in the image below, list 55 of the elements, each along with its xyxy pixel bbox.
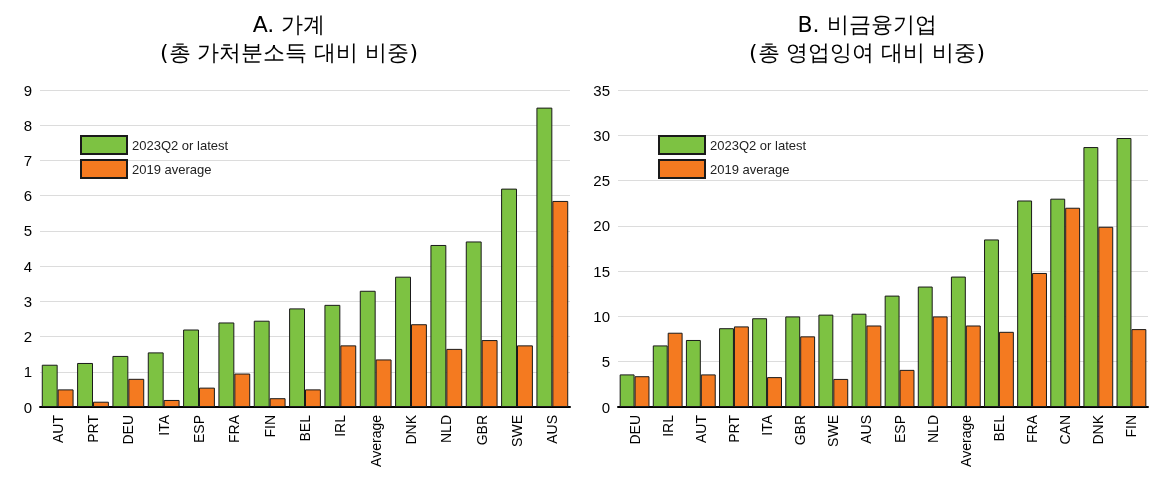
x-tick-label: AUT [692, 414, 709, 443]
y-tick-label: 2 [23, 328, 32, 346]
x-tick-label: DNK [403, 414, 419, 445]
y-tick-label: 6 [23, 187, 32, 205]
x-tick-label: AUS [544, 415, 561, 444]
y-tick-label: 0 [601, 398, 610, 416]
legend-label: 2019 average [132, 161, 212, 177]
x-tick-label: ITA [759, 414, 776, 436]
x-tick-label: AUS [858, 415, 875, 444]
x-tick-label: PRT [725, 414, 742, 443]
x-tick-label: SWE [825, 415, 842, 447]
x-tick-label: IRL [659, 414, 676, 437]
x-tick-label: PRT [85, 414, 101, 443]
x-tick-label: NLD [438, 415, 455, 444]
x-tick-label: SWE [509, 415, 525, 447]
x-tick-label: FIN [261, 415, 278, 438]
y-tick-label: 8 [23, 116, 32, 134]
x-tick-label: ESP [891, 415, 908, 444]
y-tick-label: 10 [593, 307, 610, 325]
x-tick-label: ESP [191, 415, 207, 444]
y-tick-label: 3 [23, 292, 32, 310]
y-tick-label: 1 [23, 363, 32, 381]
y-tick-label: 5 [23, 222, 32, 240]
y-tick-label: 0 [23, 398, 32, 416]
chart-title: A. 가계 (총 가처분소득 대비 비중) [159, 11, 419, 65]
y-tick-label: 20 [593, 217, 610, 235]
x-tick-label: DNK [1090, 414, 1107, 445]
y-tick-label: 4 [23, 257, 32, 275]
x-tick-label: DEU [626, 415, 643, 445]
x-tick-label: IRL [332, 414, 349, 437]
y-tick-label: 25 [593, 172, 610, 190]
x-tick-label: Average [957, 414, 974, 467]
x-tick-label: DEU [120, 415, 137, 445]
x-tick-label: FRA [1024, 414, 1041, 443]
legend-label: 2023Q2 or latest [710, 137, 807, 153]
x-tick-label: ITA [155, 414, 172, 436]
x-tick-label: GBR [473, 415, 490, 446]
x-tick-label: FRA [226, 414, 243, 443]
legend-label: 2019 average [710, 161, 790, 177]
legend-label: 2023Q2 or latest [132, 137, 229, 153]
chart-title: B. 비금융기업 (총 영업잉여 대비 비중) [748, 11, 986, 65]
y-tick-label: 5 [601, 353, 610, 371]
y-tick-label: 35 [593, 81, 610, 99]
y-tick-label: 9 [23, 81, 32, 99]
x-tick-label: CAN [1057, 415, 1074, 445]
y-tick-label: 7 [23, 151, 32, 169]
x-tick-label: Average [367, 414, 384, 467]
x-tick-label: BEL [990, 414, 1007, 442]
x-tick-label: AUT [49, 414, 66, 443]
x-tick-label: BEL [297, 414, 313, 442]
y-tick-label: 30 [593, 126, 610, 144]
x-tick-label: NLD [924, 415, 941, 444]
y-tick-label: 15 [593, 262, 610, 280]
x-tick-label: FIN [1123, 415, 1140, 438]
x-tick-label: GBR [792, 415, 809, 446]
